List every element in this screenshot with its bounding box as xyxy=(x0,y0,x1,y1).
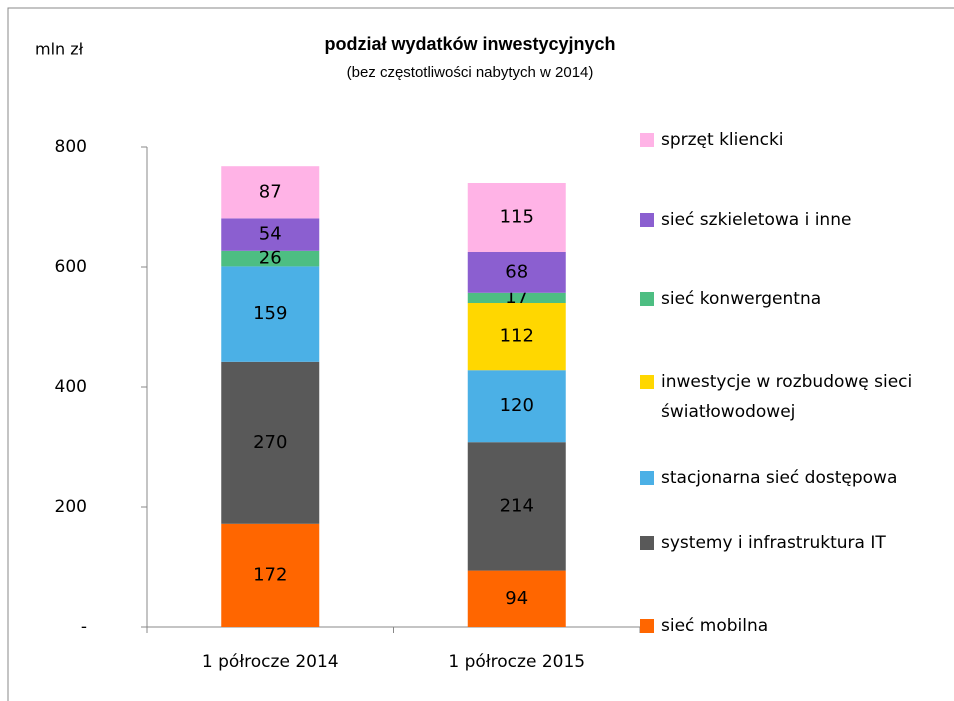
bar-segment xyxy=(221,266,320,362)
bar-segment xyxy=(221,250,320,267)
data-label: 26 xyxy=(259,248,282,269)
data-label: 120 xyxy=(500,395,534,416)
legend-item: sieć szkieletowa i inne xyxy=(640,205,940,235)
bar-segment xyxy=(467,442,566,571)
legend-swatch xyxy=(640,213,654,227)
data-label: 214 xyxy=(500,495,534,516)
frame xyxy=(7,7,954,701)
legend-item: sieć mobilna xyxy=(640,611,940,641)
x-tick-label: 1 półrocze 2014 xyxy=(202,652,339,672)
y-tick-label: 200 xyxy=(55,497,87,517)
y-tick-label: 600 xyxy=(55,257,87,277)
legend-label: stacjonarna sieć dostępowa xyxy=(661,468,898,488)
data-label: 87 xyxy=(259,181,282,202)
bar-segment xyxy=(467,183,566,252)
bar-segment xyxy=(467,370,566,443)
data-label: 54 xyxy=(259,224,282,245)
data-label: 159 xyxy=(253,303,287,324)
legend-label: inwestycje w rozbudowę sieci światłowodo… xyxy=(661,372,913,422)
y-axis-label: mln zł xyxy=(35,40,84,59)
data-label: 270 xyxy=(253,432,287,453)
data-label: 115 xyxy=(500,207,534,228)
legend-item: sieć konwergentna xyxy=(640,284,940,314)
chart-subtitle: (bez częstotliwości nabytych w 2014) xyxy=(347,64,594,81)
y-tick-label: 400 xyxy=(55,377,87,397)
y-tick-label: 800 xyxy=(55,137,87,157)
legend-item: inwestycje w rozbudowę sieci światłowodo… xyxy=(640,367,940,427)
legend-label: systemy i infrastruktura IT xyxy=(661,533,886,553)
bar-segment xyxy=(467,303,566,371)
legend-label: sieć mobilna xyxy=(661,616,769,636)
legend-item: stacjonarna sieć dostępowa xyxy=(640,463,940,493)
legend-label: sprzęt kliencki xyxy=(661,130,784,150)
legend-label: sieć konwergentna xyxy=(661,289,822,309)
legend-swatch xyxy=(640,619,654,633)
bar-segment xyxy=(221,166,320,219)
bar-segment xyxy=(467,292,566,303)
legend-label: sieć szkieletowa i inne xyxy=(661,210,852,230)
legend-swatch xyxy=(640,375,654,389)
legend-swatch xyxy=(640,471,654,485)
legend-swatch xyxy=(640,133,654,147)
bar-segment xyxy=(221,523,320,627)
data-label: 112 xyxy=(500,326,534,347)
bar-segment xyxy=(221,361,320,524)
bar-segment xyxy=(221,218,320,251)
x-tick-label: 1 półrocze 2015 xyxy=(448,652,585,672)
legend-swatch xyxy=(640,536,654,550)
legend-swatch xyxy=(640,292,654,306)
data-label: 94 xyxy=(505,588,528,609)
legend-item: systemy i infrastruktura IT xyxy=(640,528,940,558)
data-label: 172 xyxy=(253,564,287,585)
data-label: 68 xyxy=(505,261,528,282)
chart-title: podział wydatków inwestycyjnych xyxy=(324,34,615,54)
legend-item: sprzęt kliencki xyxy=(640,125,940,155)
bar-segment xyxy=(467,252,566,293)
bar-segment xyxy=(467,570,566,627)
y-tick-label: - xyxy=(81,617,87,637)
